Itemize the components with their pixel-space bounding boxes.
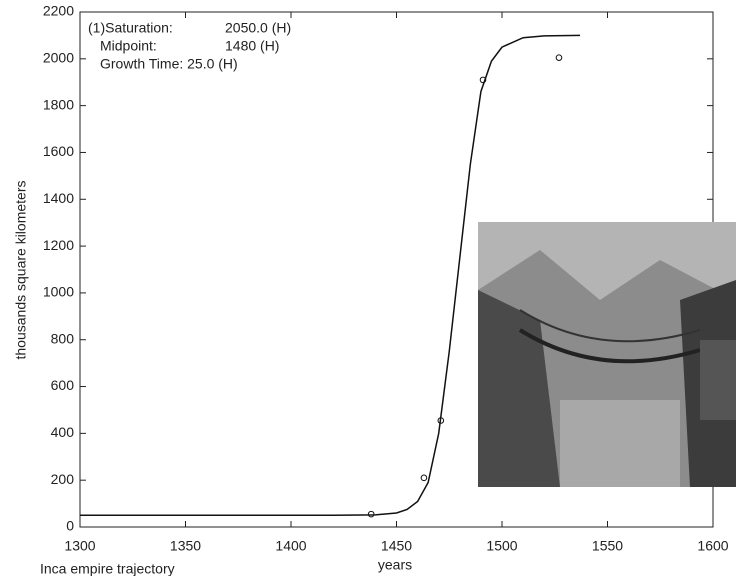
y-tick-label: 1800 [43,96,74,112]
x-tick-label: 1300 [64,538,95,554]
x-tick-label: 1550 [592,538,623,554]
y-tick-label: 1200 [43,237,74,253]
y-tick-label: 1600 [43,143,74,159]
y-tick-label: 2000 [43,50,74,66]
data-point [555,54,563,61]
fit-curve [80,34,581,517]
y-tick-label: 2200 [43,3,74,19]
y-axis-label: thousands square kilometers [13,181,29,360]
inset-engraving [478,222,736,487]
x-tick-label: 1400 [275,538,306,554]
annotation: 2050.0 (H) [225,20,291,36]
data-point [420,474,428,482]
y-tick-label: 1000 [43,284,74,300]
y-tick-label: 0 [66,518,74,534]
data-point [479,76,487,84]
annotation: 1480 (H) [225,38,279,54]
x-tick-label: 1350 [170,538,201,554]
x-tick-label: 1600 [697,538,728,554]
annotation: Growth Time: 25.0 (H) [100,56,238,72]
y-tick-label: 200 [51,471,75,487]
annotation: (1)Saturation: [88,20,173,36]
y-tick-label: 800 [51,330,75,346]
annotation: Midpoint: [100,38,157,54]
y-tick-label: 400 [51,424,75,440]
x-tick-label: 1450 [381,538,412,554]
data-point [367,510,375,518]
x-tick-label: 1500 [486,538,517,554]
x-axis-label: years [378,557,412,573]
data-point [437,417,445,424]
y-tick-label: 1400 [43,190,74,206]
caption: Inca empire trajectory [40,561,175,576]
y-tick-label: 600 [51,377,75,393]
